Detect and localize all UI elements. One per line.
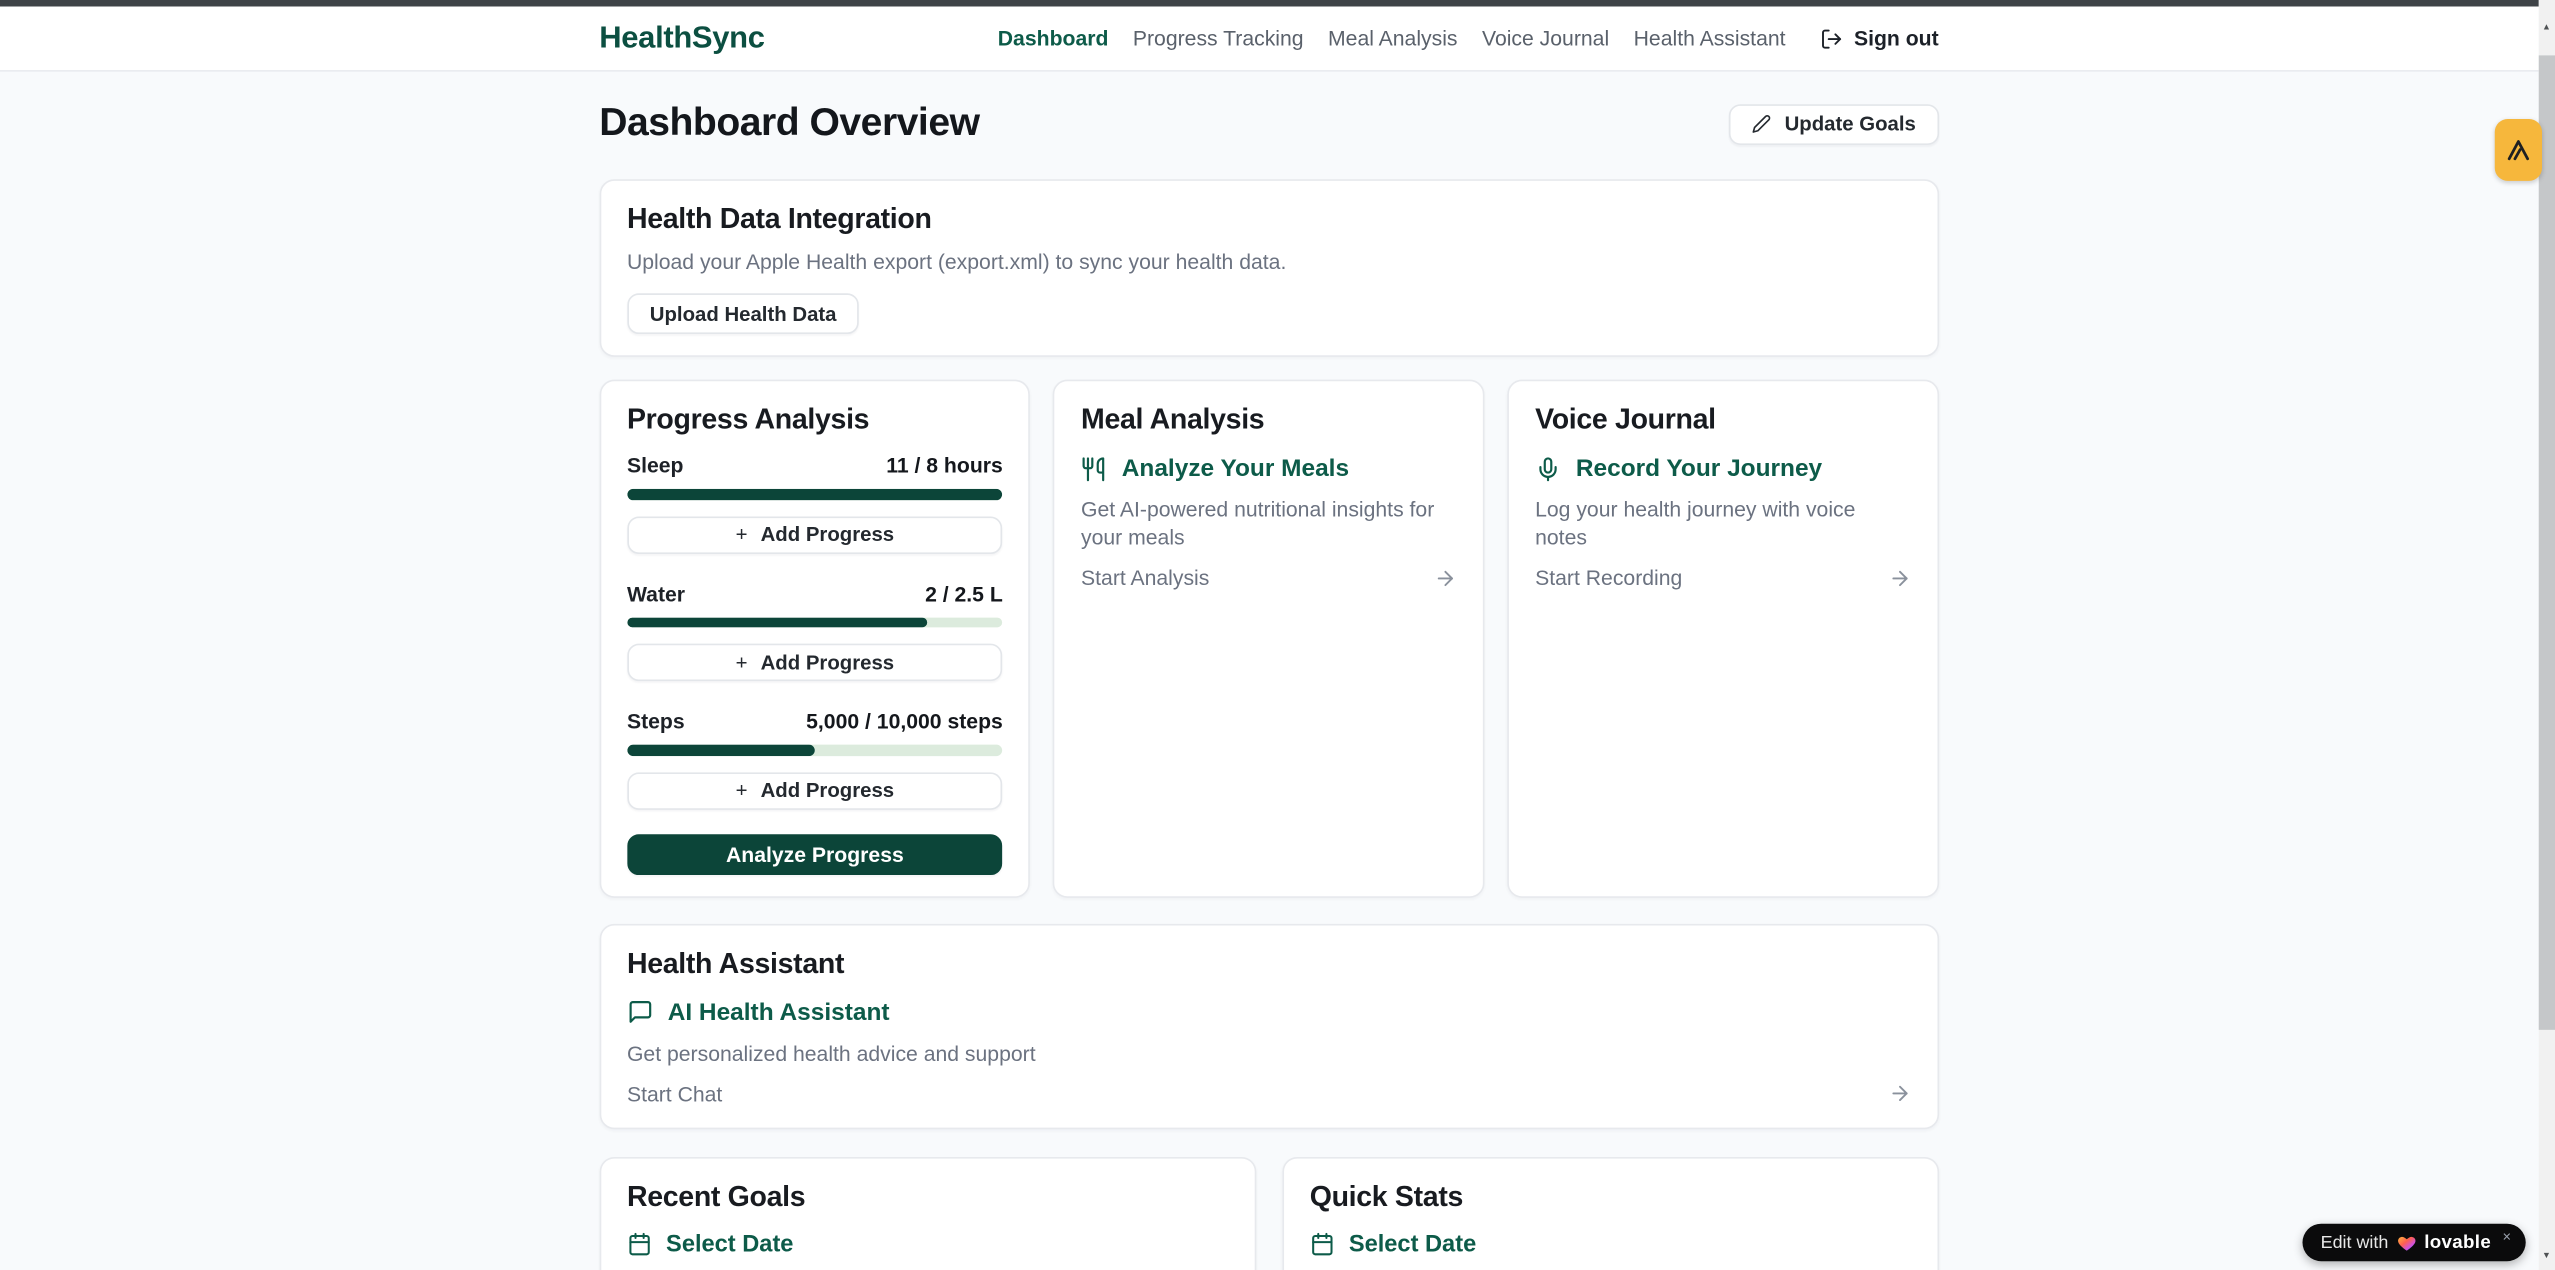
start-chat-link[interactable]: Start Chat	[626, 1081, 1911, 1106]
quick-stats-card: Quick Stats Select Date Today Yesterday …	[1282, 1156, 1939, 1270]
analyze-your-meals-link[interactable]: Analyze Your Meals	[1081, 454, 1457, 483]
app-logo: HealthSync	[599, 20, 765, 55]
card-description: Upload your Apple Health export (export.…	[626, 249, 1287, 274]
feature-action-label: Start Recording	[1535, 565, 1683, 590]
progress-analysis-card: Progress Analysis Sleep 11 / 8 hours + A…	[599, 379, 1031, 898]
arrow-right-icon	[1888, 1082, 1911, 1105]
plus-icon: +	[735, 650, 748, 674]
sign-out-button[interactable]: Sign out	[1820, 26, 1939, 51]
microphone-icon	[1535, 455, 1561, 481]
update-goals-button[interactable]: Update Goals	[1729, 103, 1939, 145]
metric-value: 11 / 8 hours	[886, 453, 1003, 478]
arrow-right-icon	[1434, 566, 1457, 589]
select-date-button[interactable]: Select Date	[1310, 1231, 1911, 1257]
add-progress-label: Add Progress	[760, 523, 895, 546]
voice-journal-card: Voice Journal Record Your Journey Log yo…	[1507, 379, 1939, 898]
nav-item-health-assistant[interactable]: Health Assistant	[1633, 26, 1786, 51]
chat-bubble-icon	[627, 999, 653, 1025]
nav-item-progress-tracking[interactable]: Progress Tracking	[1132, 26, 1304, 51]
page-title: Dashboard Overview	[599, 101, 980, 146]
select-date-button[interactable]: Select Date	[627, 1231, 1228, 1257]
feature-action-label: Start Analysis	[1081, 565, 1210, 590]
feature-cards-row: Progress Analysis Sleep 11 / 8 hours + A…	[599, 379, 1939, 898]
badge-prefix: Edit with	[2320, 1232, 2389, 1253]
feature-action-label: Start Chat	[626, 1081, 723, 1106]
calendar-icon	[1310, 1232, 1334, 1256]
main-content: Dashboard Overview Update Goals Health D…	[599, 101, 1939, 1270]
metric-label: Steps	[626, 708, 685, 734]
meal-analysis-card: Meal Analysis Analyze Your Meals Get AI-…	[1053, 379, 1485, 898]
card-title: Meal Analysis	[1081, 402, 1265, 436]
lovable-editor-button[interactable]	[2494, 118, 2543, 181]
scrollbar[interactable]: ▲ ▼	[2537, 0, 2555, 1270]
metric-water: Water 2 / 2.5 L + Add Progress	[626, 580, 1003, 682]
feature-description: Get personalized health advice and suppo…	[626, 1040, 1036, 1065]
window-top-strip	[0, 0, 2538, 7]
water-progress-bar	[626, 616, 1003, 628]
feature-link-label: Analyze Your Meals	[1121, 454, 1350, 483]
select-date-label: Select Date	[666, 1231, 794, 1258]
start-analysis-link[interactable]: Start Analysis	[1081, 565, 1457, 590]
feature-link-label: Record Your Journey	[1575, 454, 1823, 483]
feature-description: Log your health journey with voice notes	[1535, 496, 1856, 550]
card-title: Health Assistant	[626, 945, 845, 979]
health-data-integration-card: Health Data Integration Upload your Appl…	[599, 179, 1939, 357]
analyze-progress-button[interactable]: Analyze Progress	[626, 833, 1003, 875]
metric-label: Sleep	[626, 453, 684, 478]
feature-description: Get AI-powered nutritional insights for …	[1081, 496, 1435, 550]
scroll-up-arrow[interactable]: ▲	[2542, 22, 2551, 33]
ai-health-assistant-link[interactable]: AI Health Assistant	[627, 998, 1911, 1026]
bottom-cards-row: Recent Goals Select Date Today Yesterday…	[599, 1156, 1939, 1270]
add-progress-label: Add Progress	[760, 778, 895, 802]
metric-label: Water	[626, 580, 686, 606]
metric-value: 2 / 2.5 L	[925, 580, 1003, 606]
main-nav: Dashboard Progress Tracking Meal Analysi…	[998, 26, 1939, 50]
add-progress-button[interactable]: + Add Progress	[626, 643, 1003, 682]
card-title: Quick Stats	[1309, 1178, 1464, 1212]
card-title: Progress Analysis	[626, 402, 870, 436]
plus-icon: +	[735, 523, 748, 546]
health-assistant-card: Health Assistant AI Health Assistant Get…	[599, 923, 1939, 1129]
add-progress-button[interactable]: + Add Progress	[626, 771, 1003, 810]
feature-link-label: AI Health Assistant	[667, 998, 890, 1026]
card-title: Voice Journal	[1535, 402, 1716, 436]
pencil-icon	[1752, 114, 1772, 134]
edit-with-lovable-badge[interactable]: Edit with lovable ×	[2302, 1223, 2526, 1262]
metric-value: 5,000 / 10,000 steps	[806, 708, 1003, 734]
scroll-down-arrow[interactable]: ▼	[2542, 1251, 2551, 1262]
nav-item-dashboard[interactable]: Dashboard	[997, 26, 1109, 51]
record-your-journey-link[interactable]: Record Your Journey	[1535, 454, 1911, 483]
nav-item-meal-analysis[interactable]: Meal Analysis	[1328, 26, 1458, 51]
utensils-icon	[1081, 455, 1107, 481]
app-header: HealthSync Dashboard Progress Tracking M…	[0, 6, 2538, 72]
nav-item-voice-journal[interactable]: Voice Journal	[1481, 26, 1610, 51]
plus-icon: +	[735, 778, 748, 802]
upload-health-data-button[interactable]: Upload Health Data	[626, 293, 860, 335]
start-recording-link[interactable]: Start Recording	[1535, 565, 1911, 590]
lovable-dev-icon	[2505, 136, 2533, 164]
badge-close-icon[interactable]: ×	[2502, 1228, 2512, 1245]
calendar-icon	[627, 1232, 651, 1256]
add-progress-label: Add Progress	[760, 650, 895, 674]
select-date-label: Select Date	[1348, 1231, 1477, 1258]
scrollbar-thumb[interactable]	[2537, 55, 2555, 1030]
add-progress-button[interactable]: + Add Progress	[626, 515, 1003, 554]
logout-icon	[1820, 27, 1843, 50]
update-goals-label: Update Goals	[1784, 112, 1916, 136]
sleep-progress-bar	[626, 488, 1003, 500]
metric-sleep: Sleep 11 / 8 hours + Add Progress	[626, 453, 1003, 554]
metric-steps: Steps 5,000 / 10,000 steps + Add Progres…	[626, 708, 1003, 810]
sign-out-label: Sign out	[1853, 26, 1939, 51]
recent-goals-card: Recent Goals Select Date Today Yesterday…	[599, 1156, 1256, 1270]
steps-progress-bar	[626, 744, 1003, 756]
arrow-right-icon	[1888, 566, 1911, 589]
card-title: Recent Goals	[626, 1178, 806, 1212]
card-title: Health Data Integration	[626, 202, 932, 235]
lovable-heart-icon	[2397, 1233, 2417, 1253]
badge-brand: lovable	[2424, 1232, 2492, 1253]
